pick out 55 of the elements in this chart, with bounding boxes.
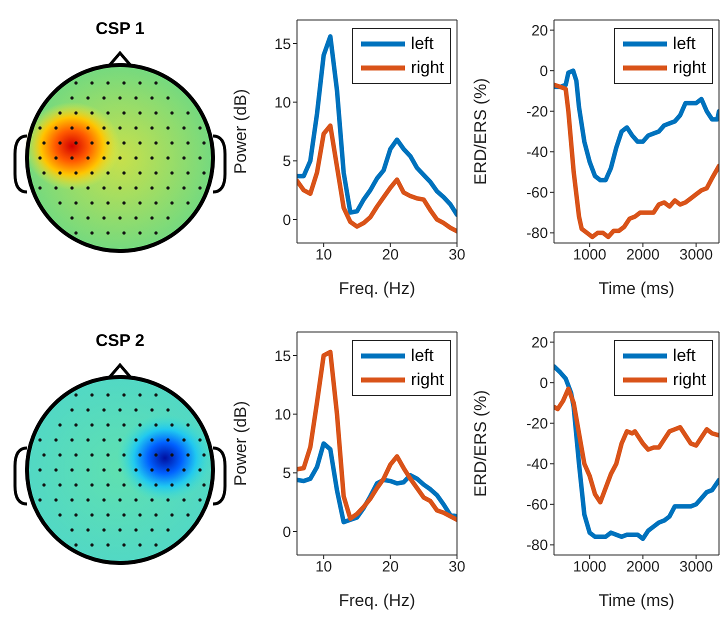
legend-label: right: [410, 58, 444, 78]
legend-label: left: [672, 346, 696, 366]
legend-label: right: [410, 370, 444, 390]
x-axis-title: Time (ms): [598, 591, 674, 610]
y-axis-title: ERD/ERS (%): [471, 78, 490, 185]
x-tick-label: 2000: [626, 558, 660, 576]
y-tick-label: 10: [274, 94, 291, 112]
legend-label: left: [410, 346, 434, 366]
y-tick-label: 15: [274, 348, 291, 365]
x-axis-title: Freq. (Hz): [338, 279, 416, 298]
y-tick-label: -40: [526, 456, 548, 474]
y-tick-label: 20: [531, 22, 548, 40]
y-tick-label: -60: [526, 496, 548, 514]
y-tick-label: -40: [526, 144, 548, 162]
y-tick-label: -20: [526, 416, 548, 433]
line-series: [554, 386, 719, 505]
y-tick-label: -80: [526, 537, 548, 554]
x-tick-label: 2000: [626, 246, 660, 264]
x-axis-title: Time (ms): [598, 279, 674, 298]
x-tick-label: 30: [448, 558, 466, 576]
line-series: [297, 34, 457, 218]
y-tick-label: 10: [274, 406, 291, 424]
y-tick-label: 0: [540, 375, 548, 392]
x-tick-label: 1000: [572, 558, 606, 576]
text: CSP 1: [96, 19, 144, 38]
y-axis-title: Power (dB): [231, 400, 250, 486]
x-tick-label: 10: [315, 558, 332, 576]
x-tick-label: 1000: [572, 246, 606, 264]
legend-label: left: [410, 34, 434, 54]
y-tick-label: 0: [282, 212, 291, 229]
x-tick-label: 20: [382, 558, 399, 576]
legend-label: right: [672, 58, 706, 78]
y-tick-label: -20: [526, 104, 548, 121]
y-tick-label: 20: [531, 334, 548, 352]
legend-label: left: [672, 34, 696, 54]
y-tick-label: 5: [282, 465, 291, 482]
line-series: [297, 350, 457, 522]
line-series: [297, 123, 457, 234]
x-tick-label: 30: [448, 246, 466, 264]
legend-label: right: [672, 370, 706, 390]
x-tick-label: 3000: [679, 558, 713, 576]
text: CSP 2: [96, 331, 144, 350]
x-tick-label: 10: [315, 246, 332, 264]
y-tick-label: 15: [274, 36, 291, 53]
x-tick-label: 3000: [679, 246, 713, 264]
y-tick-label: -60: [526, 184, 548, 202]
x-axis-title: Freq. (Hz): [338, 591, 416, 610]
line-series: [554, 82, 719, 240]
x-tick-label: 20: [382, 246, 399, 264]
y-tick-label: 5: [282, 153, 291, 170]
y-tick-label: 0: [540, 63, 548, 80]
y-tick-label: 0: [282, 524, 291, 541]
y-axis-title: Power (dB): [231, 88, 250, 174]
y-tick-label: -80: [526, 225, 548, 242]
y-axis-title: ERD/ERS (%): [471, 390, 490, 497]
